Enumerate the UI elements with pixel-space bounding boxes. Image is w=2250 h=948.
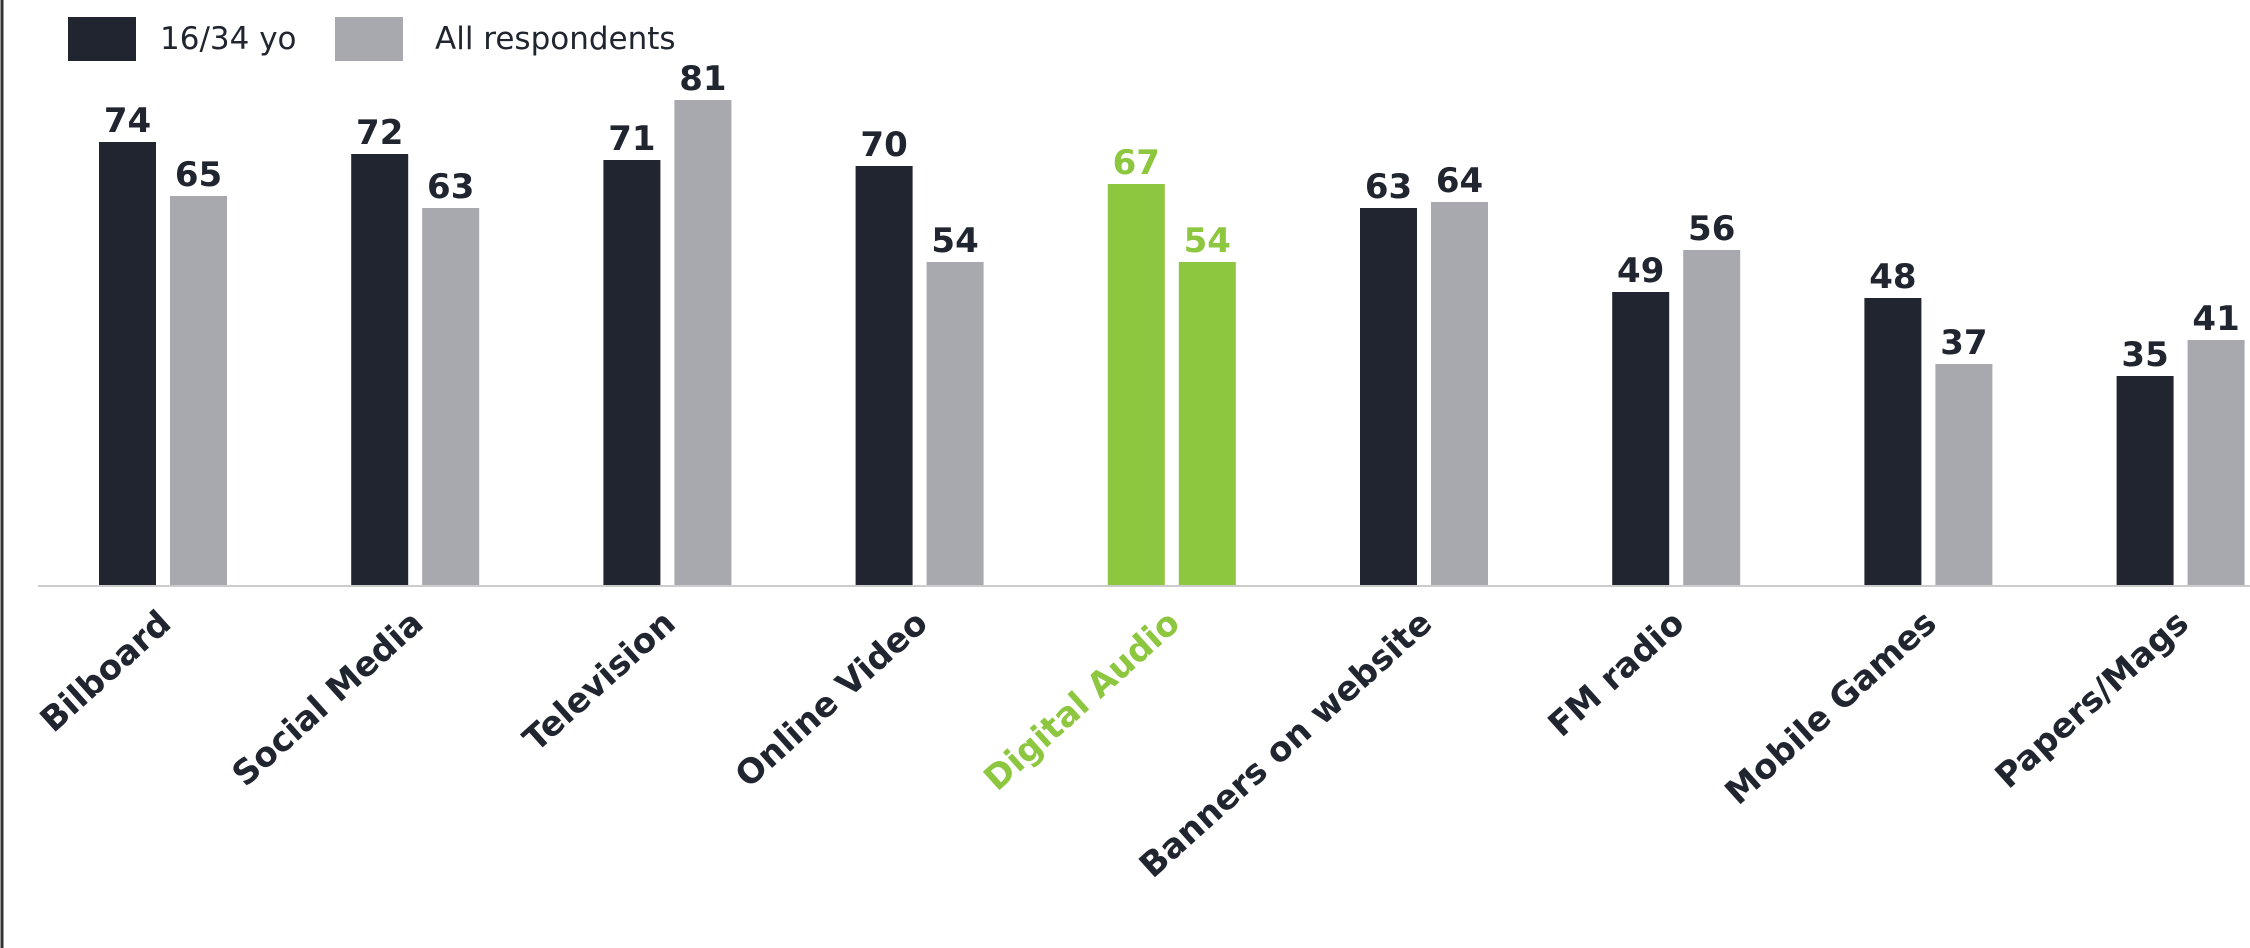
- category-label-7: Mobile Games: [1718, 603, 1945, 813]
- value-label-series-1-2: 71: [608, 119, 655, 159]
- value-label-series-2-0: 65: [175, 155, 222, 195]
- value-label-series-2-5: 64: [1436, 161, 1483, 201]
- bar-series-2-4: [1178, 262, 1236, 586]
- category-label-3: Online Video: [728, 603, 936, 796]
- category-labels-layer: Bilboard Social Media Television Online Vid…: [33, 603, 2197, 886]
- value-label-series-2-7: 37: [1940, 323, 1987, 363]
- legend-item-series-1: 16/34 yo: [68, 14, 297, 64]
- value-label-series-1-6: 49: [1617, 251, 1664, 291]
- category-label-1: Social Media: [225, 603, 432, 795]
- value-label-series-2-1: 63: [427, 167, 474, 207]
- bar-series-2-1: [422, 208, 480, 586]
- category-label-6: FM radio: [1541, 603, 1693, 745]
- bar-series-1-6: [1612, 292, 1670, 586]
- value-label-series-1-5: 63: [1365, 167, 1412, 207]
- value-label-series-1-8: 35: [2121, 335, 2168, 375]
- category-label-2: Television: [516, 603, 684, 760]
- bar-series-2-5: [1431, 202, 1488, 586]
- bar-series-2-8: [2187, 340, 2245, 586]
- bar-series-2-3: [926, 262, 984, 586]
- bar-series-1-2: [603, 160, 661, 586]
- bar-series-2-7: [1935, 364, 1993, 586]
- bar-series-1-5: [1360, 208, 1417, 586]
- bar-series-2-0: [170, 196, 227, 586]
- bar-series-1-1: [351, 154, 409, 586]
- value-label-series-2-6: 56: [1688, 209, 1735, 249]
- category-label-4: Digital Audio: [976, 603, 1187, 799]
- legend-swatch-series-1: [68, 17, 136, 61]
- legend-item-series-2: All respondents: [335, 14, 676, 64]
- bar-series-2-6: [1683, 250, 1741, 586]
- value-label-series-1-7: 48: [1869, 257, 1916, 297]
- legend-label-series-2: All respondents: [435, 21, 676, 57]
- bar-series-1-0: [99, 142, 156, 586]
- bar-series-1-7: [1864, 298, 1922, 586]
- value-label-series-1-1: 72: [356, 113, 403, 153]
- legend-label-series-1: 16/34 yo: [160, 21, 297, 57]
- bar-series-1-3: [855, 166, 913, 586]
- category-label-8: Papers/Mags: [1988, 603, 2197, 797]
- bar-series-2-2: [674, 100, 732, 586]
- bar-series-1-4: [1107, 184, 1165, 586]
- value-label-series-2-8: 41: [2192, 299, 2239, 339]
- value-label-series-2-3: 54: [931, 221, 978, 261]
- bar-series-1-8: [2116, 376, 2174, 586]
- value-label-series-2-4: 54: [1184, 221, 1231, 261]
- value-label-series-1-0: 74: [104, 101, 151, 141]
- value-labels-layer: 74 65 72 63 71 81 70 54 67 54 63 64 49 56 48 37 35 41: [104, 59, 2240, 375]
- value-label-series-2-2: 81: [679, 59, 726, 99]
- category-label-5: Banners on website: [1132, 603, 1440, 886]
- bars-layer: [99, 100, 2245, 586]
- value-label-series-1-3: 70: [860, 125, 907, 165]
- value-label-series-1-4: 67: [1113, 143, 1160, 183]
- category-label-0: Bilboard: [33, 603, 179, 740]
- legend-swatch-series-2: [335, 17, 403, 61]
